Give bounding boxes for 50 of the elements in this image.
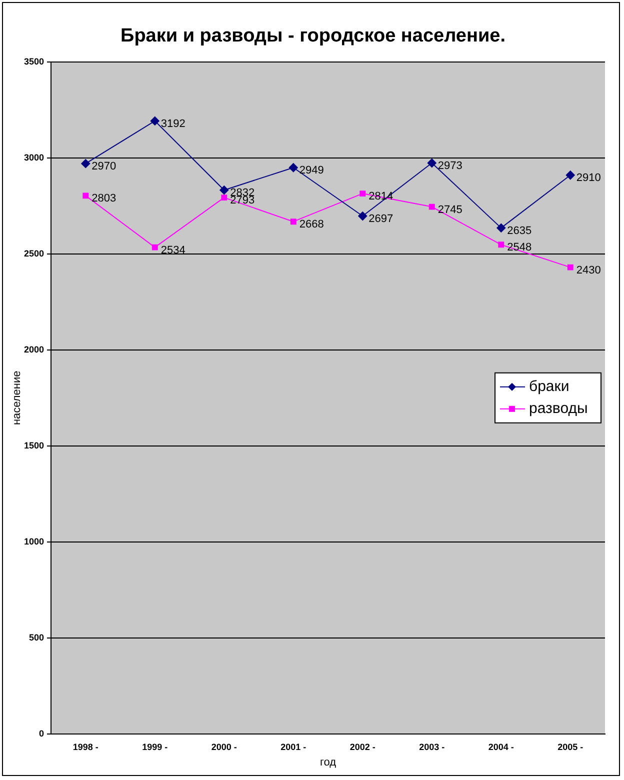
y-tick-label: 3500	[24, 56, 44, 66]
x-tick-label: 1999 -	[142, 742, 168, 752]
point	[358, 212, 368, 221]
data-label: 2949	[299, 164, 324, 177]
data-label: 2635	[507, 224, 532, 237]
x-tick-label: 2005 -	[558, 742, 584, 752]
point	[427, 158, 436, 168]
point	[498, 242, 504, 248]
point	[360, 190, 366, 197]
point	[290, 218, 296, 225]
y-tick-label: 0	[39, 728, 44, 738]
point	[288, 163, 298, 172]
y-tick-label: 1000	[24, 536, 44, 546]
data-label: 2803	[92, 192, 116, 205]
data-label: 2973	[438, 160, 462, 172]
y-tick-label: 3000	[24, 152, 44, 162]
point	[496, 223, 506, 232]
data-label: 2970	[92, 160, 116, 173]
y-tick-label: 500	[28, 632, 44, 642]
point	[82, 192, 89, 199]
point	[150, 116, 160, 126]
x-tick-label: 2004 -	[488, 742, 514, 752]
y-tick-label: 2500	[24, 248, 44, 258]
data-label: 2697	[368, 213, 394, 226]
point	[81, 159, 90, 168]
y-axis-title: население	[11, 370, 24, 426]
x-tick-label: 1998 -	[72, 742, 98, 752]
point	[567, 264, 574, 270]
data-label: 3192	[160, 118, 186, 130]
x-axis-title: год	[320, 756, 337, 768]
data-label: 2430	[576, 264, 601, 276]
data-label: 2910	[576, 172, 601, 184]
y-tick-label: 1500	[24, 440, 44, 450]
point	[428, 204, 435, 210]
data-label: 2534	[160, 244, 186, 256]
data-label: 2745	[438, 204, 462, 216]
y-tick-label: 2000	[24, 344, 44, 354]
x-tick-label: 2000 -	[211, 742, 237, 752]
point	[221, 194, 228, 201]
point	[152, 244, 158, 250]
chart-title: Браки и разводы - городское население.	[120, 26, 506, 47]
data-label: 2668	[299, 218, 324, 231]
point	[566, 170, 575, 180]
data-label: 2548	[507, 242, 532, 254]
x-tick-label: 2003 -	[419, 742, 445, 752]
legend-label: разводы	[529, 400, 588, 418]
legend-label: браки	[529, 378, 570, 396]
point	[220, 186, 229, 195]
x-tick-label: 2001 -	[280, 742, 306, 752]
x-tick-label: 2002 -	[350, 742, 376, 752]
